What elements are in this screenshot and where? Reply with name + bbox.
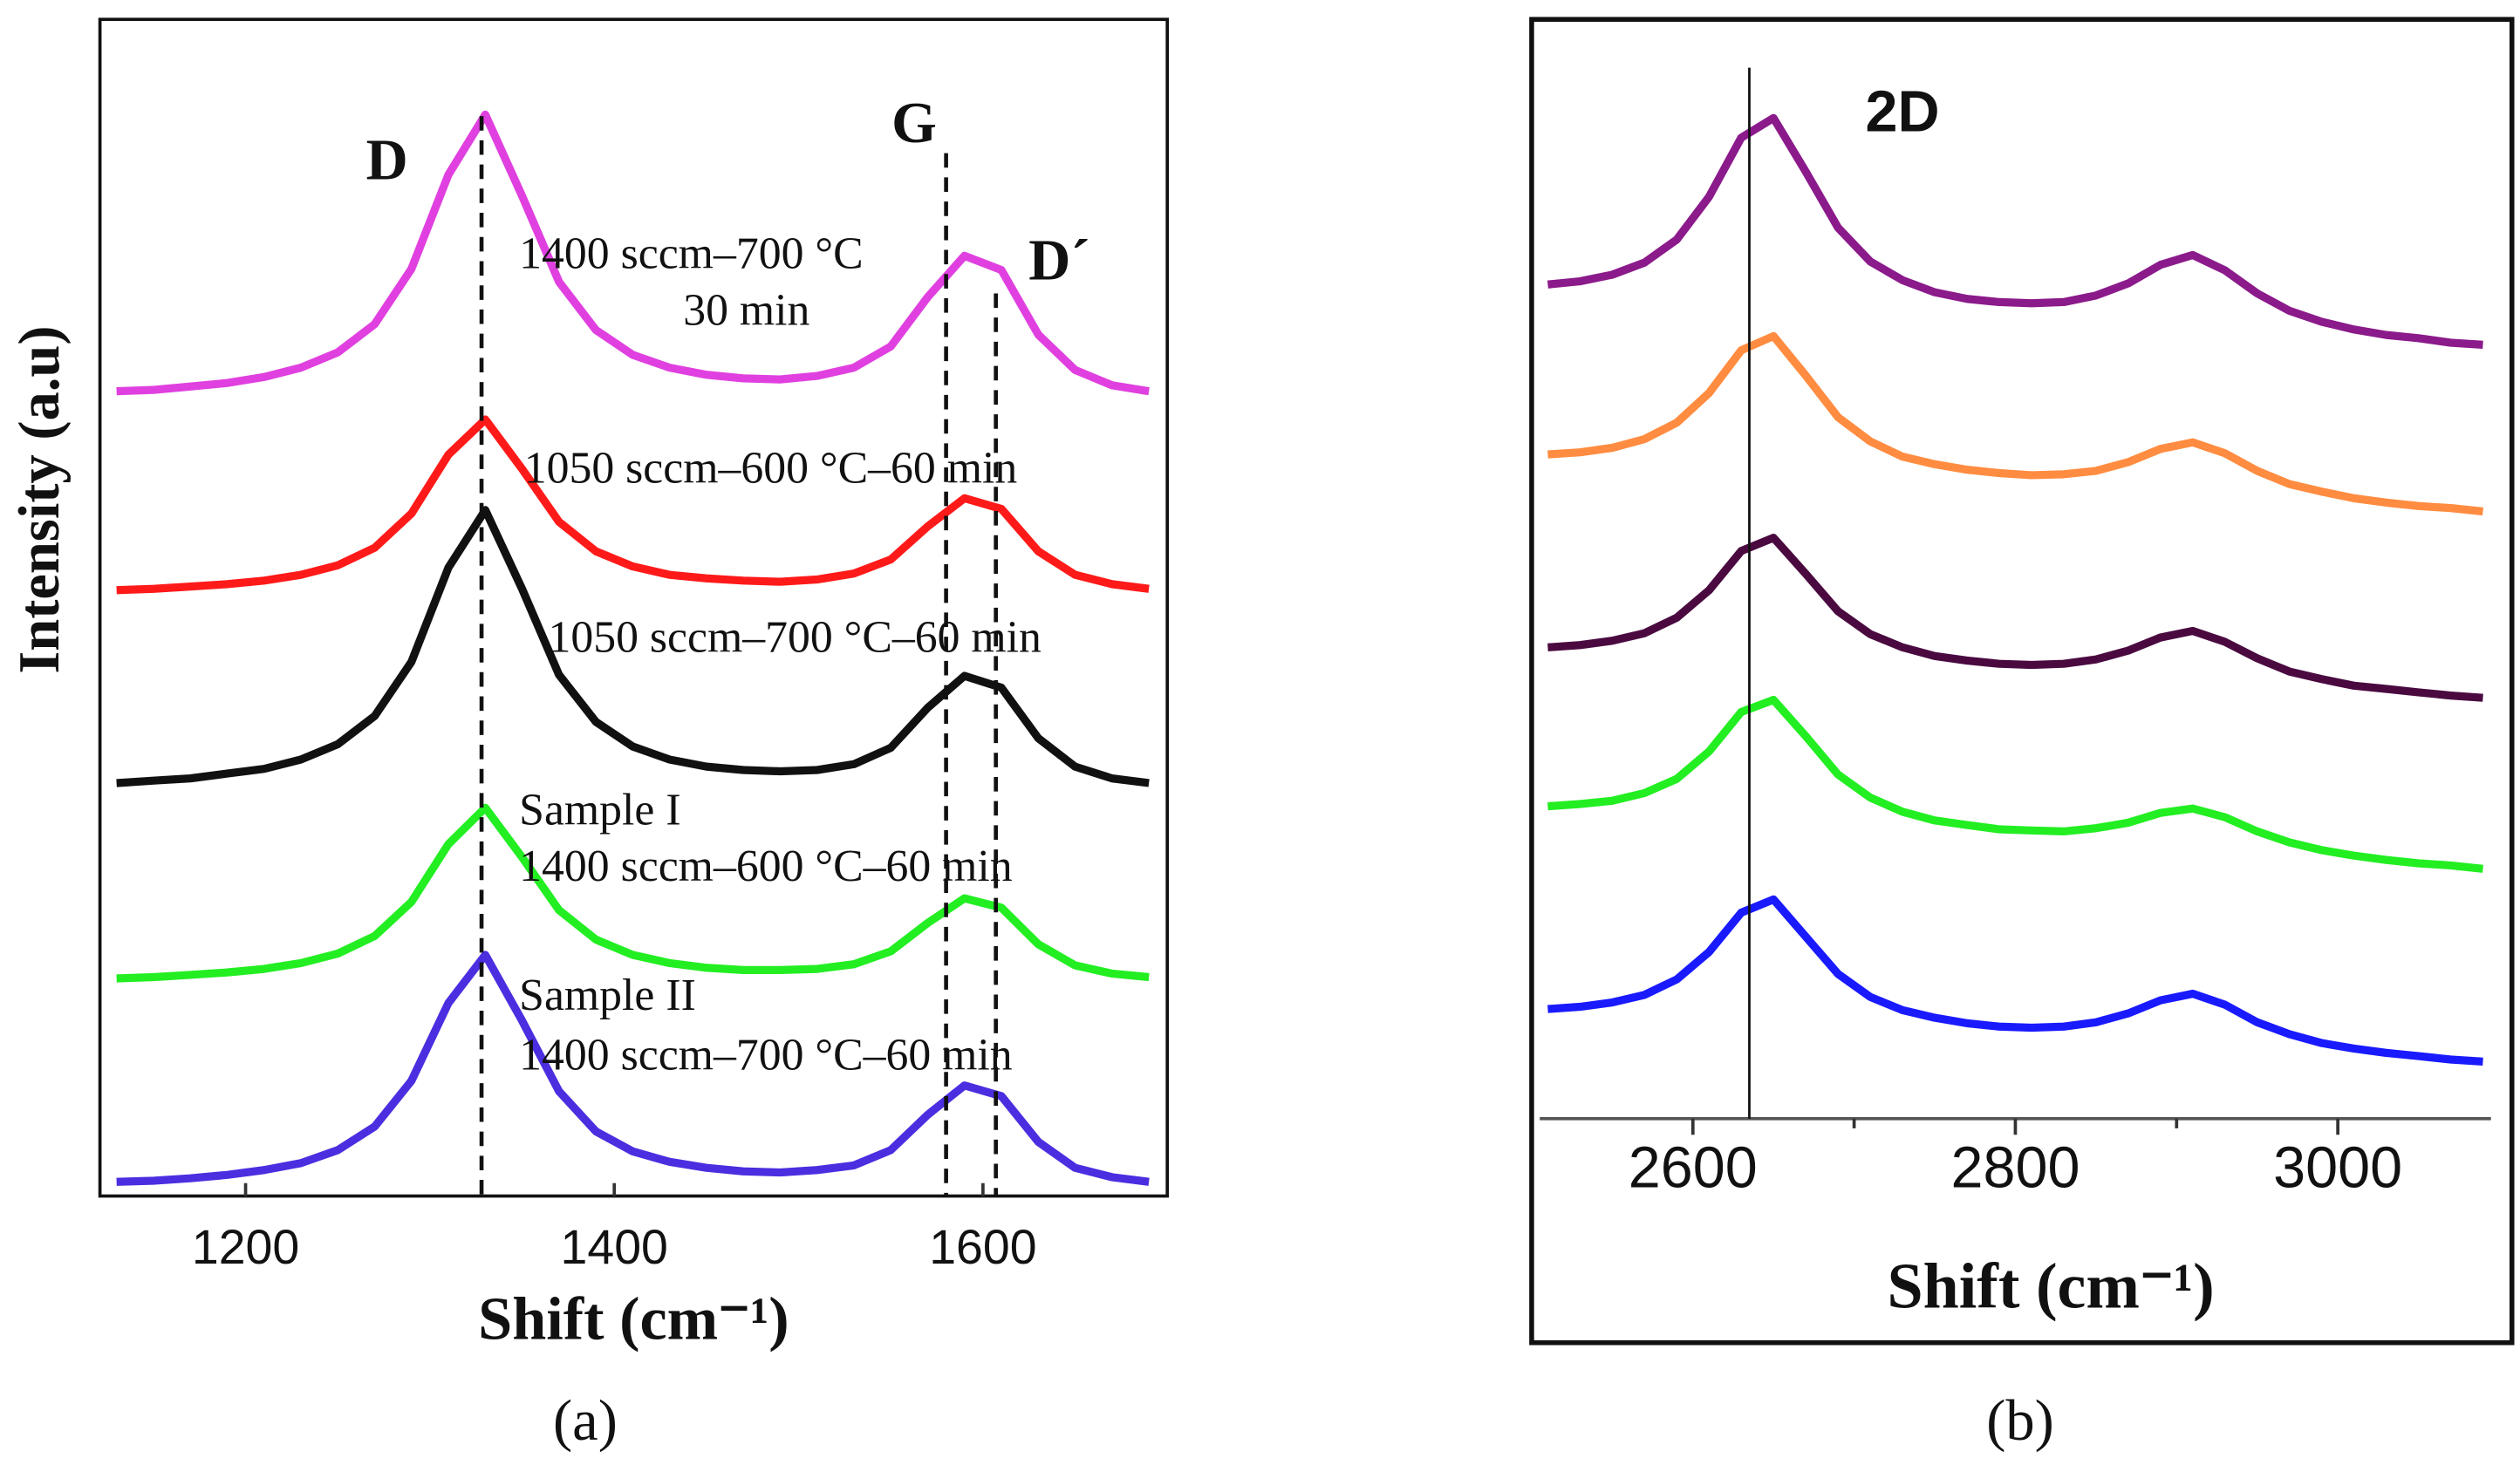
spectrum-line (1547, 895, 2483, 1066)
panel-label: (b) (1986, 1389, 2054, 1453)
sample-annotation: 1050 sccm–600 °C–60 min (524, 443, 1018, 493)
peak-label: G (891, 92, 937, 155)
plot-frame (98, 17, 1170, 1198)
peak-label: D (366, 129, 408, 193)
spectrum-line (116, 951, 1150, 1186)
x-tick-label: 2800 (1950, 1135, 2080, 1200)
sample-annotation: 1400 sccm–700 °C (519, 229, 863, 279)
panel-label: (a) (553, 1389, 618, 1453)
sample-annotation: Sample II (519, 971, 696, 1020)
spectrum-line (1547, 534, 2483, 702)
sample-annotation: Sample I (519, 785, 680, 835)
sample-annotation: 1400 sccm–700 °C–60 min (519, 1030, 1013, 1080)
peak-label: 2D (1866, 80, 1940, 145)
sample-annotation: 1050 sccm–700 °C–60 min (548, 613, 1041, 663)
x-axis-label: Shift (cm⁻¹) (1887, 1250, 2214, 1321)
x-axis-label: Shift (cm⁻¹) (478, 1285, 789, 1353)
spectrum-line (116, 803, 1150, 983)
spectrum-line (1547, 695, 2483, 873)
spectrum-line (1547, 113, 2483, 350)
spectrum-line (116, 415, 1150, 595)
spectrum-line (116, 110, 1150, 396)
peak-label: D´ (1028, 228, 1089, 292)
x-tick-label: 2600 (1629, 1135, 1758, 1200)
x-tick-label: 1400 (561, 1220, 668, 1274)
sample-annotation: 30 min (683, 285, 809, 335)
panel-frame (1529, 17, 2515, 1346)
y-axis-label: Intensity (a.u) (8, 325, 72, 673)
sample-annotation: 1400 sccm–600 °C–60 min (519, 842, 1013, 891)
spectrum-line (116, 506, 1150, 787)
x-tick-label: 3000 (2273, 1135, 2402, 1200)
x-tick-label: 1600 (929, 1220, 1036, 1274)
spectrum-line (1547, 331, 2483, 516)
x-tick-label: 1200 (192, 1220, 299, 1274)
